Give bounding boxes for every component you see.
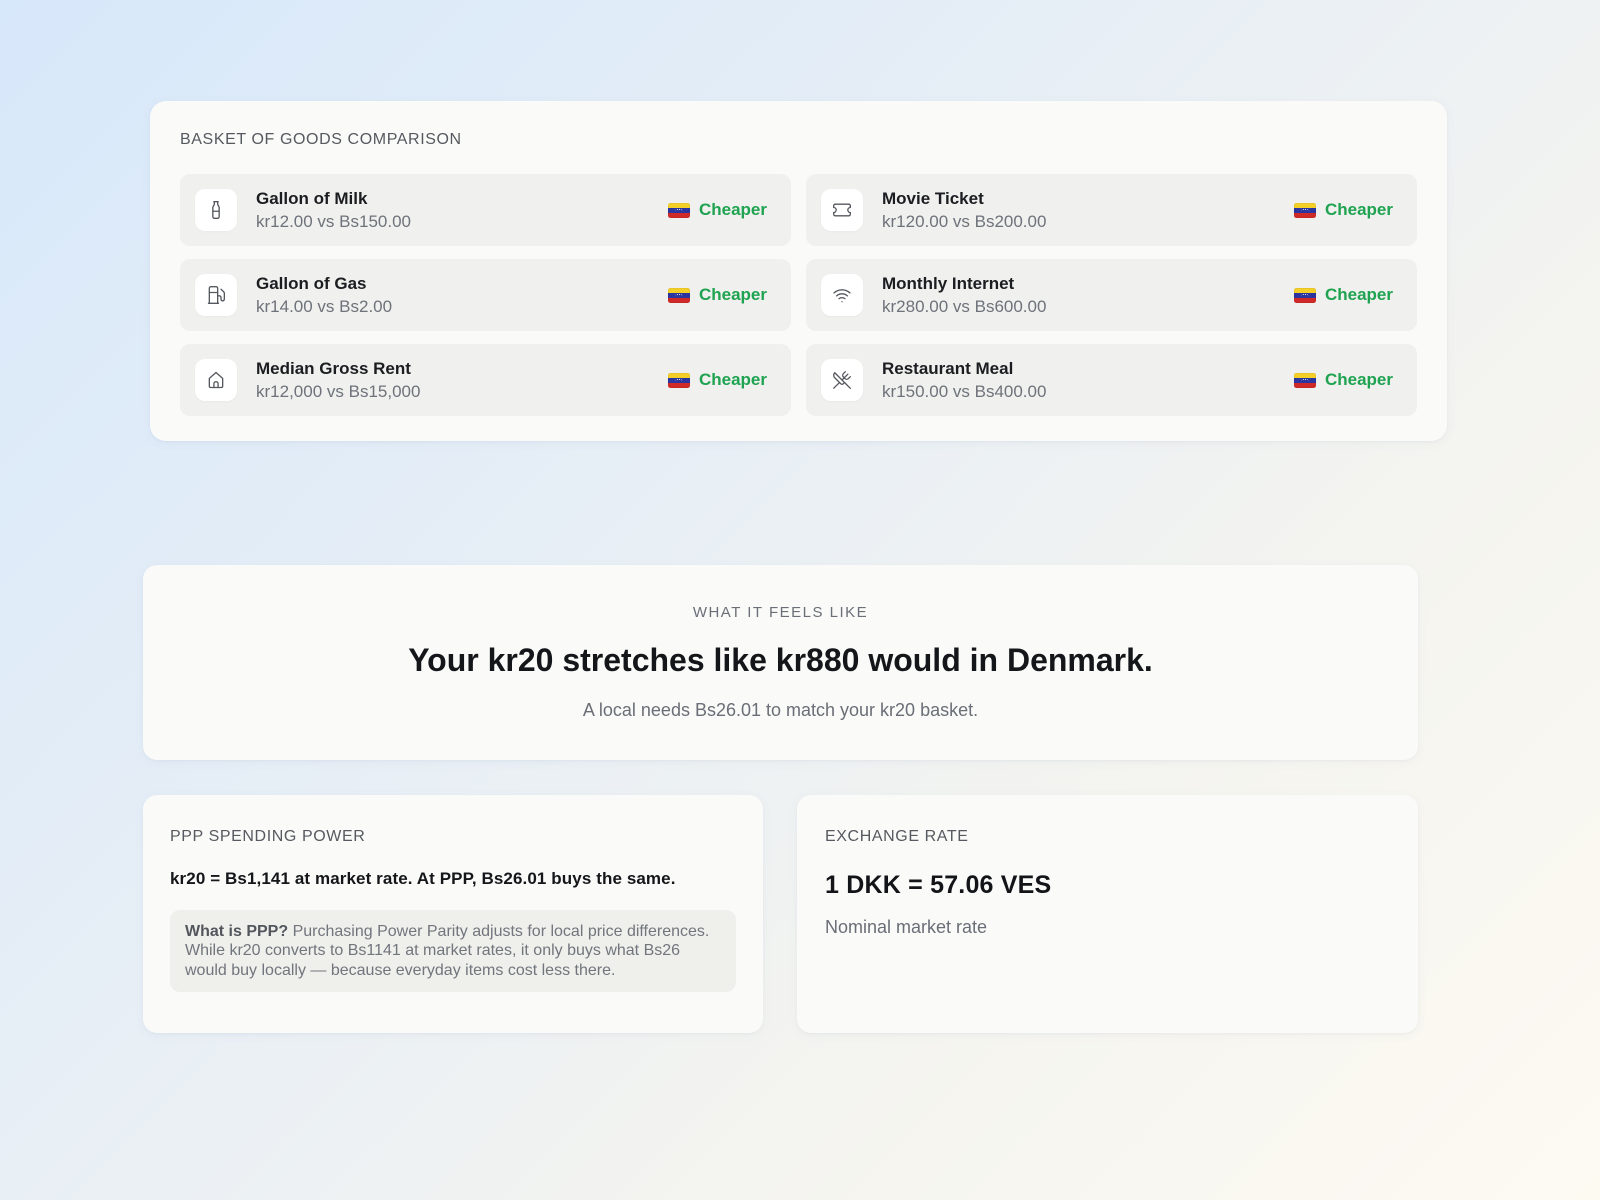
- cheaper-badge: Cheaper: [1293, 370, 1393, 390]
- feels-like-label: WHAT IT FEELS LIKE: [692, 604, 869, 621]
- venezuela-flag-icon: [667, 287, 690, 303]
- basket-item-rent: Median Gross Rent kr12,000 vs Bs15,000 C…: [180, 344, 791, 416]
- item-name: Movie Ticket: [882, 188, 984, 208]
- ppp-info-lead: What is PPP?: [185, 923, 289, 940]
- venezuela-flag-icon: [1293, 202, 1316, 218]
- cheaper-badge: Cheaper: [667, 370, 767, 390]
- item-name: Gallon of Gas: [256, 273, 367, 293]
- feels-like-subline: A local needs Bs26.01 to match your kr20…: [582, 700, 979, 720]
- cheaper-badge: Cheaper: [1293, 285, 1393, 305]
- basket-item-movie-ticket: Movie Ticket kr120.00 vs Bs200.00 Cheape…: [806, 174, 1417, 246]
- basket-item-gas: Gallon of Gas kr14.00 vs Bs2.00 Cheaper: [180, 259, 791, 331]
- badge-label: Cheaper: [1324, 370, 1393, 389]
- ppp-info-box: What is PPP? Purchasing Power Parity adj…: [170, 910, 736, 993]
- ppp-info-body: Purchasing Power Parity adjusts for loca…: [185, 923, 710, 979]
- badge-label: Cheaper: [698, 370, 767, 389]
- badge-label: Cheaper: [1324, 285, 1393, 304]
- basket-grid: Gallon of Milk kr12.00 vs Bs150.00 Cheap…: [180, 174, 1417, 416]
- badge-label: Cheaper: [698, 285, 767, 304]
- item-name: Median Gross Rent: [256, 358, 411, 378]
- ppp-title: PPP SPENDING POWER: [170, 828, 366, 845]
- feels-like-headline: Your kr20 stretches like kr880 would in …: [408, 642, 1153, 678]
- cheaper-badge: Cheaper: [667, 285, 767, 305]
- what-it-feels-like-card: WHAT IT FEELS LIKE Your kr20 stretches l…: [143, 565, 1418, 760]
- cheaper-badge: Cheaper: [667, 200, 767, 220]
- badge-label: Cheaper: [1324, 200, 1393, 219]
- basket-item-restaurant: Restaurant Meal kr150.00 vs Bs400.00 Che…: [806, 344, 1417, 416]
- basket-item-milk: Gallon of Milk kr12.00 vs Bs150.00 Cheap…: [180, 174, 791, 246]
- item-name: Restaurant Meal: [882, 358, 1014, 378]
- exchange-rate-note: Nominal market rate: [825, 917, 988, 937]
- basket-title: BASKET OF GOODS COMPARISON: [180, 131, 462, 148]
- item-comparison: kr12,000 vs Bs15,000: [256, 381, 421, 401]
- wifi-icon: [821, 274, 863, 316]
- item-comparison: kr12.00 vs Bs150.00: [256, 211, 411, 231]
- milk-bottle-icon: [195, 189, 237, 231]
- basket-of-goods-card: BASKET OF GOODS COMPARISON Gallon of Mil…: [150, 101, 1447, 441]
- exchange-rate-title: EXCHANGE RATE: [825, 828, 969, 845]
- item-comparison: kr120.00 vs Bs200.00: [882, 211, 1047, 231]
- movie-ticket-icon: [821, 189, 863, 231]
- exchange-rate-value: 1 DKK = 57.06 VES: [825, 871, 1052, 899]
- venezuela-flag-icon: [667, 372, 690, 388]
- item-comparison: kr280.00 vs Bs600.00: [882, 296, 1047, 316]
- home-icon: [195, 359, 237, 401]
- utensils-crossed-icon: [821, 359, 863, 401]
- exchange-rate-card: EXCHANGE RATE 1 DKK = 57.06 VES Nominal …: [797, 795, 1418, 1033]
- basket-item-internet: Monthly Internet kr280.00 vs Bs600.00 Ch…: [806, 259, 1417, 331]
- cheaper-badge: Cheaper: [1293, 200, 1393, 220]
- badge-label: Cheaper: [698, 200, 767, 219]
- item-comparison: kr150.00 vs Bs400.00: [882, 381, 1047, 401]
- fuel-pump-icon: [195, 274, 237, 316]
- venezuela-flag-icon: [667, 202, 690, 218]
- venezuela-flag-icon: [1293, 372, 1316, 388]
- item-name: Monthly Internet: [882, 273, 1015, 293]
- ppp-spending-power-card: PPP SPENDING POWER kr20 = Bs1,141 at mar…: [143, 795, 763, 1033]
- item-name: Gallon of Milk: [256, 188, 368, 208]
- ppp-summary: kr20 = Bs1,141 at market rate. At PPP, B…: [170, 869, 676, 888]
- item-comparison: kr14.00 vs Bs2.00: [256, 296, 393, 316]
- venezuela-flag-icon: [1293, 287, 1316, 303]
